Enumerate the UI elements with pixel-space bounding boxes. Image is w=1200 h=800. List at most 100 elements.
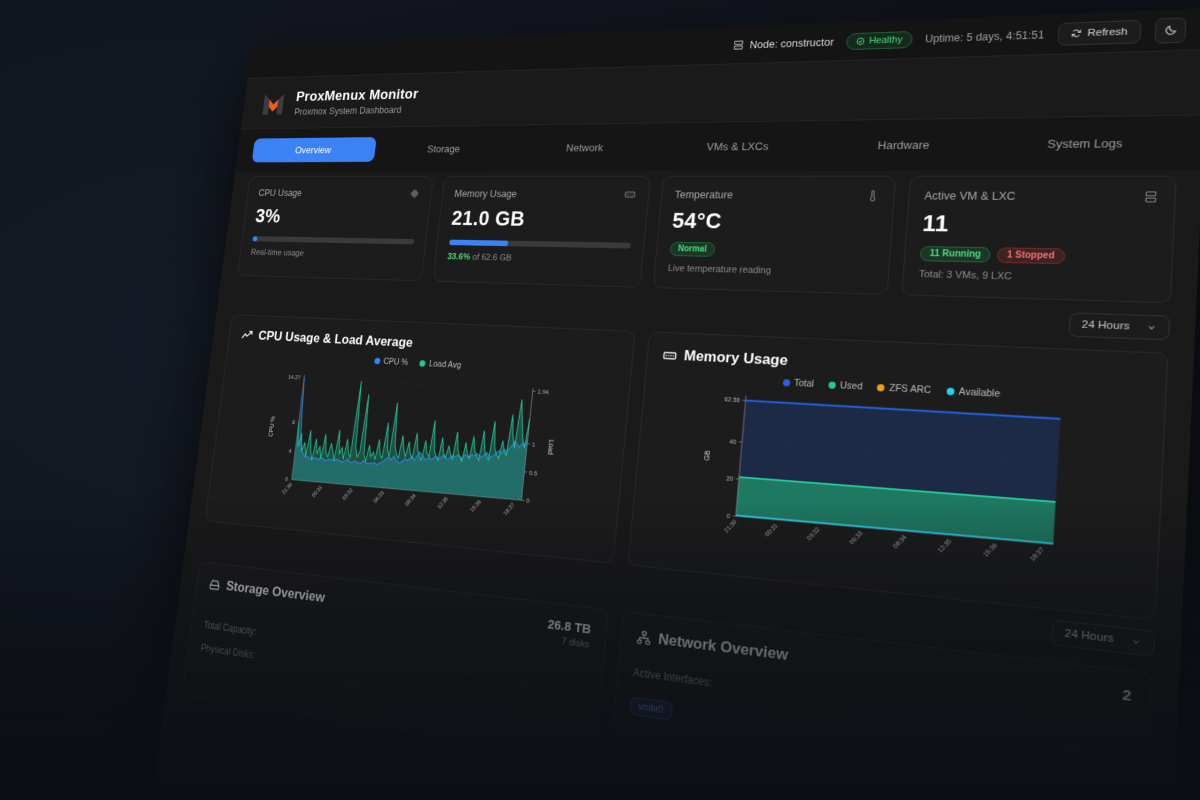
check-circle-icon xyxy=(855,37,864,46)
temperature-label: Temperature xyxy=(674,189,734,201)
tab-vms-lxcs[interactable]: VMs & LXCs xyxy=(706,139,770,153)
svg-text:4: 4 xyxy=(288,448,292,454)
tab-storage[interactable]: Storage xyxy=(426,142,461,155)
svg-text:40: 40 xyxy=(729,439,737,446)
svg-text:CPU %: CPU % xyxy=(268,416,277,438)
cpu-chart-plot: 0 4 8 14.27 0 0.5 1 1.94 21:30 00:31 03:32 06:33 09:… xyxy=(219,361,615,549)
proxmenux-logo xyxy=(259,89,288,118)
cpu-chart-title: CPU Usage & Load Average xyxy=(257,328,414,351)
page-title: ProxMenux Monitor xyxy=(295,86,420,105)
storage-overview-metric: 26.8 TB 7 disks xyxy=(546,617,592,650)
svg-text:06:33: 06:33 xyxy=(373,490,386,505)
memory-usage-progress xyxy=(448,239,631,249)
memory-chart-plot: 0 20 40 62.56 21:30 00:31 03:32 06:33 09:34 12:35… xyxy=(644,385,1145,604)
storage-overview-title-row: Storage Overview xyxy=(208,576,326,606)
memory-usage-value: 21.0 GB xyxy=(450,206,527,231)
svg-text:03:32: 03:32 xyxy=(342,487,355,501)
svg-text:0: 0 xyxy=(285,477,289,483)
tab-system-logs[interactable]: System Logs xyxy=(1047,136,1123,151)
cpu-usage-label: CPU Usage xyxy=(257,187,303,199)
svg-text:0: 0 xyxy=(726,513,730,520)
legend-zfs-arc-label: ZFS ARC xyxy=(888,382,932,396)
trending-up-icon xyxy=(241,329,254,342)
proxmenux-dashboard: Node: constructor Healthy Uptime: 5 days… xyxy=(151,8,1200,800)
tab-network[interactable]: Network xyxy=(565,141,604,154)
time-range-value-top: 24 Hours xyxy=(1081,319,1130,333)
active-vm-lxc-value: 11 xyxy=(921,209,950,237)
storage-overview-title: Storage Overview xyxy=(225,578,326,606)
tab-hardware[interactable]: Hardware xyxy=(877,138,930,152)
node-label: Node: constructor xyxy=(749,35,835,51)
cpu-usage-progress xyxy=(252,236,415,245)
active-vm-lxc-footer: Total: 3 VMs, 9 LXC xyxy=(918,269,1013,283)
svg-text:GB: GB xyxy=(703,450,712,461)
refresh-button[interactable]: Refresh xyxy=(1057,19,1142,46)
legend-cpu-percent-label: CPU % xyxy=(382,356,409,368)
server-icon xyxy=(733,40,745,51)
chevron-down-icon xyxy=(1131,636,1142,647)
network-row-active-interfaces-label: Active Interfaces: xyxy=(632,666,713,690)
memory-usage-card: Memory Usage 21.0 GB 33.6% of 62 xyxy=(432,175,651,288)
svg-text:1: 1 xyxy=(532,442,536,449)
memory-usage-total: of 62.6 GB xyxy=(471,252,513,263)
vm-stopped-badge: 1 Stopped xyxy=(996,247,1066,265)
svg-text:15:36: 15:36 xyxy=(469,499,482,514)
page-subtitle: Proxmox System Dashboard xyxy=(293,104,403,118)
network-icon xyxy=(636,629,652,646)
network-active-interfaces-value: 2 xyxy=(1121,686,1132,705)
network-overview-title-row: Network Overview xyxy=(636,628,789,665)
active-vm-lxc-label: Active VM & LXC xyxy=(923,189,1016,203)
theme-toggle-button[interactable] xyxy=(1154,16,1187,44)
svg-text:62.56: 62.56 xyxy=(723,397,739,405)
svg-text:0.5: 0.5 xyxy=(529,470,538,477)
svg-text:12:35: 12:35 xyxy=(437,496,450,511)
uptime-text: Uptime: 5 days, 4:51:51 xyxy=(924,28,1045,45)
legend-available-label: Available xyxy=(958,386,1001,400)
memory-chart-title: Memory Usage xyxy=(683,347,789,369)
svg-text:06:33: 06:33 xyxy=(848,530,864,547)
time-range-select-top[interactable]: 24 Hours xyxy=(1068,312,1171,341)
network-overview-title: Network Overview xyxy=(657,630,789,664)
svg-text:21:30: 21:30 xyxy=(281,482,293,496)
node-indicator: Node: constructor xyxy=(733,35,835,51)
svg-text:Load: Load xyxy=(546,439,555,455)
thermometer-icon xyxy=(866,190,880,202)
svg-text:21:30: 21:30 xyxy=(723,519,738,535)
svg-text:15:36: 15:36 xyxy=(982,542,999,559)
status-badge-label: Healthy xyxy=(868,34,903,46)
legend-available: Available xyxy=(946,386,1001,400)
chevron-down-icon xyxy=(1146,322,1157,332)
status-badge: Healthy xyxy=(845,30,914,50)
tab-overview[interactable]: Overview xyxy=(251,137,377,163)
svg-text:0: 0 xyxy=(526,499,530,506)
network-interface-badge[interactable]: vmbr0 xyxy=(629,696,673,721)
temperature-value: 54°C xyxy=(671,207,723,234)
svg-text:00:31: 00:31 xyxy=(764,522,780,538)
storage-overview-card: Storage Overview 26.8 TB 7 disks Total C… xyxy=(181,561,609,761)
memory-usage-footer: 33.6% of 62.6 GB xyxy=(447,252,629,266)
memory-usage-percent: 33.6% xyxy=(446,252,471,263)
storage-row-physical-disks-label: Physical Disks: xyxy=(200,642,256,661)
legend-zfs-arc: ZFS ARC xyxy=(876,382,932,396)
memory-usage-label: Memory Usage xyxy=(453,188,518,200)
refresh-icon xyxy=(1070,28,1081,38)
svg-text:03:32: 03:32 xyxy=(805,526,821,542)
svg-text:12:35: 12:35 xyxy=(936,538,953,555)
cpu-usage-footer: Real-time usage xyxy=(250,247,305,259)
moon-icon xyxy=(1163,24,1177,36)
storage-row-total-capacity-label: Total Capacity: xyxy=(203,619,258,638)
svg-text:09:34: 09:34 xyxy=(892,534,909,551)
legend-used-label: Used xyxy=(839,380,863,393)
temperature-footer: Live temperature reading xyxy=(667,263,772,277)
svg-text:14.27: 14.27 xyxy=(288,375,301,382)
cpu-chip-icon xyxy=(409,188,420,199)
memory-stick-icon xyxy=(624,189,636,200)
cpu-load-chart-card: CPU Usage & Load Average CPU % Load Avg … xyxy=(204,314,636,564)
server-stack-icon xyxy=(1143,190,1158,203)
svg-text:1.94: 1.94 xyxy=(537,389,549,396)
storage-total-capacity-value: 26.8 TB xyxy=(546,617,592,638)
legend-total-label: Total xyxy=(793,377,815,390)
legend-cpu-percent: CPU % xyxy=(373,356,409,368)
time-range-value-mid: 24 Hours xyxy=(1064,627,1114,646)
